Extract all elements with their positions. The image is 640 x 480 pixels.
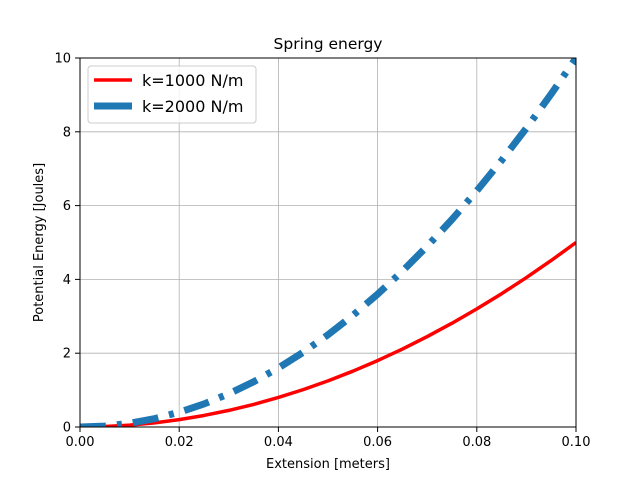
legend-label-k2000: k=2000 N/m bbox=[142, 97, 243, 116]
legend-label-k1000: k=1000 N/m bbox=[142, 71, 243, 90]
series-lines bbox=[80, 58, 576, 427]
axis-ticks: 0.00 0.02 0.04 0.06 0.08 0.10 0 2 4 6 8 10 bbox=[54, 52, 590, 451]
y-tick-label: 10 bbox=[54, 52, 71, 67]
series-line-1 bbox=[80, 241, 576, 427]
x-tick-label: 0.08 bbox=[462, 435, 491, 450]
plot-frame bbox=[79, 57, 577, 428]
y-tick-label: 0 bbox=[63, 421, 71, 436]
x-tick-label: 0.02 bbox=[165, 435, 194, 450]
y-tick-label: 8 bbox=[63, 125, 71, 140]
legend: k=1000 N/m k=2000 N/m bbox=[87, 65, 257, 124]
y-tick-label: 4 bbox=[63, 273, 71, 288]
x-tick-label: 0.00 bbox=[66, 435, 95, 450]
x-axis-label: Extension [meters] bbox=[266, 457, 390, 472]
y-tick-label: 6 bbox=[63, 199, 71, 214]
y-tick-label: 2 bbox=[63, 347, 71, 362]
series-line-2 bbox=[80, 58, 576, 427]
x-tick-label: 0.04 bbox=[264, 435, 293, 450]
y-axis-label: Potential Energy [Joules] bbox=[32, 163, 47, 322]
x-tick-label: 0.10 bbox=[562, 435, 591, 450]
x-tick-label: 0.06 bbox=[363, 435, 392, 450]
chart-title: Spring energy bbox=[274, 35, 383, 53]
